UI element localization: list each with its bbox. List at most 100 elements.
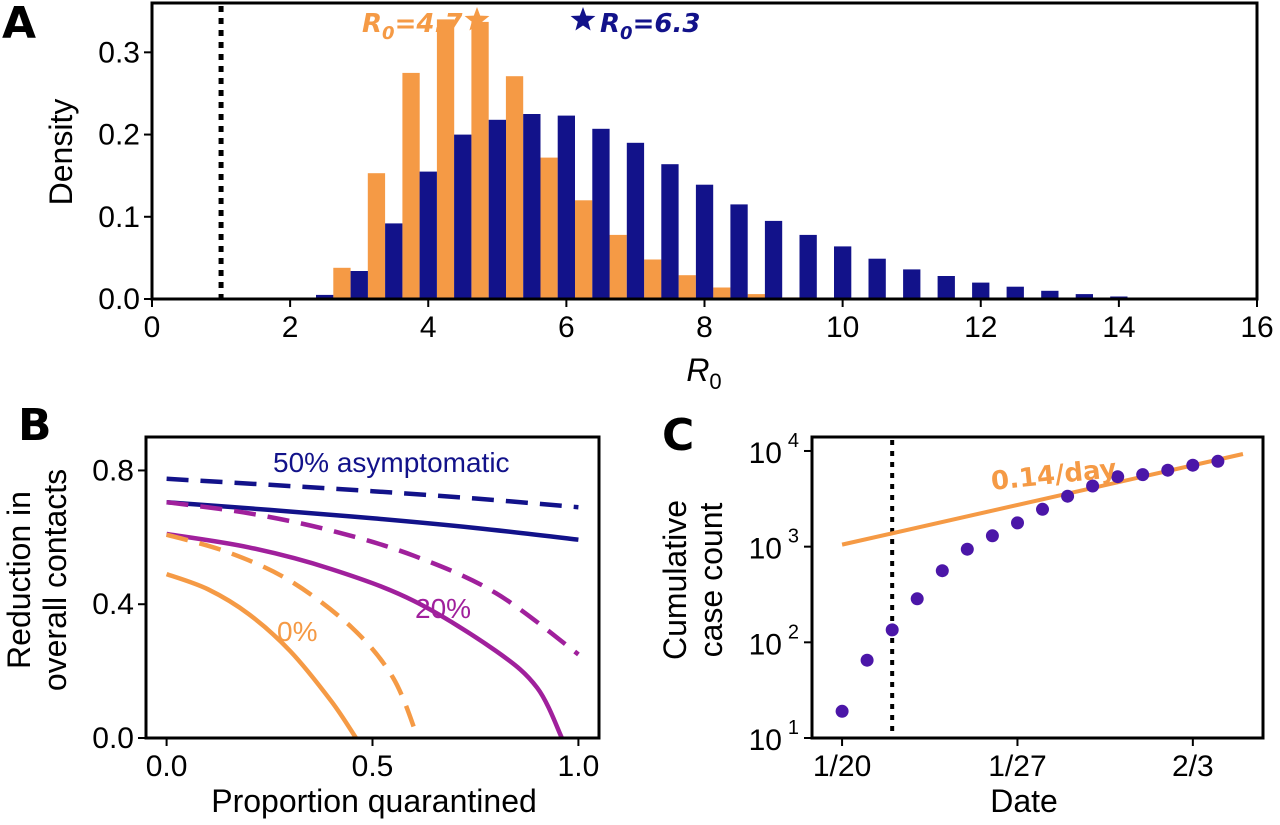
bar-navy xyxy=(903,269,920,299)
bar-navy xyxy=(938,276,955,299)
case-count-point xyxy=(861,654,874,667)
star-icon xyxy=(571,7,596,31)
bar-orange xyxy=(644,260,661,300)
x-tick-label: 10 xyxy=(826,311,859,344)
panel-a-xlabel: R0 xyxy=(686,352,721,394)
panel-c-ticks: 1/20 1/27 2/3 10 1 10 2 10 3 10 4 xyxy=(749,430,1214,783)
y-tick-label: 10 xyxy=(749,437,782,470)
x-tick-label: 14 xyxy=(1102,311,1135,344)
bar-navy xyxy=(869,259,886,299)
y-tick-label: 0.0 xyxy=(92,722,134,755)
case-count-point xyxy=(1211,455,1224,468)
x-tick-label: 0.5 xyxy=(352,750,394,783)
x-tick-label: 2 xyxy=(282,311,299,344)
panel-a: A 0 2 4 6 8 10 12 14 16 0.0 0.1 0.2 0.3 Density R0 R… xyxy=(2,0,1274,394)
case-count-point xyxy=(1036,503,1049,516)
case-count-point xyxy=(1011,516,1024,529)
bar-navy xyxy=(454,135,471,299)
figure: A 0 2 4 6 8 10 12 14 160.00.10.20.3 Density R0 R… xyxy=(0,0,1280,825)
panel-a-bars xyxy=(316,19,1128,299)
panel-b-ylabel-line2: overall contacts xyxy=(37,469,73,691)
y-tick-label: 10 xyxy=(749,533,782,566)
bar-orange xyxy=(437,19,454,299)
y-tick-exponent: 1 xyxy=(788,717,799,739)
line-purple-solid xyxy=(167,534,562,738)
x-tick-label: 2/3 xyxy=(1172,750,1214,783)
x-tick-label: 12 xyxy=(964,311,997,344)
y-tick-label: 10 xyxy=(749,628,782,661)
bar-orange xyxy=(713,288,730,300)
bar-navy xyxy=(730,204,747,299)
case-count-point xyxy=(986,529,999,542)
bar-navy xyxy=(351,271,368,299)
y-tick-exponent: 3 xyxy=(788,526,799,548)
panel-c-ylabel-line2: case count xyxy=(693,503,729,658)
x-tick-label: 0.0 xyxy=(146,750,188,783)
bar-navy xyxy=(385,223,402,299)
case-count-point xyxy=(961,543,974,556)
bar-navy xyxy=(800,235,817,299)
bar-orange xyxy=(471,22,488,299)
bar-orange xyxy=(575,200,592,299)
bar-navy xyxy=(696,185,713,299)
case-count-point xyxy=(1061,490,1074,503)
x-tick-label: 16 xyxy=(1240,311,1273,344)
bar-navy xyxy=(765,221,782,299)
case-count-point xyxy=(836,705,849,718)
bar-orange xyxy=(610,235,627,299)
case-count-point xyxy=(1161,464,1174,477)
x-tick-label: 1/27 xyxy=(988,750,1046,783)
x-tick-label: 1.0 xyxy=(558,750,600,783)
bar-orange xyxy=(333,268,350,299)
y-tick-label: 0.1 xyxy=(98,201,140,234)
case-count-point xyxy=(911,592,924,605)
panel-c: C 1/20 1/27 2/3 10 1 10 2 10 3 10 4 0.14/day Cumul… xyxy=(657,410,1263,819)
line-navy-dashed xyxy=(167,479,579,507)
line-purple-dashed xyxy=(167,502,579,654)
y-tick-exponent: 2 xyxy=(788,621,799,643)
case-count-point xyxy=(936,564,949,577)
x-tick-label: 8 xyxy=(696,311,713,344)
bar-navy xyxy=(558,116,575,299)
y-tick-label: 10 xyxy=(749,724,782,757)
x-tick-label: 4 xyxy=(420,311,437,344)
panel-a-ylabel: Density xyxy=(43,99,79,206)
label-50pct-asymptomatic: 50% asymptomatic xyxy=(273,447,510,478)
panel-b: B 0.0 0.5 1.0 0.0 0.4 0.8 50% asymptomatic 20… xyxy=(1,400,599,819)
panel-b-xlabel: Proportion quarantined xyxy=(211,783,537,819)
bar-navy xyxy=(420,172,437,299)
bar-navy xyxy=(592,129,609,299)
x-tick-label: 6 xyxy=(558,311,575,344)
bar-orange xyxy=(679,275,696,299)
panel-c-ylabel-line1: Cumulative xyxy=(657,500,693,660)
case-count-point xyxy=(1136,468,1149,481)
bar-navy xyxy=(1007,287,1024,299)
r0-estimate-orange-label: R0=4.7 xyxy=(362,9,463,44)
y-tick-label: 0.3 xyxy=(98,36,140,69)
case-count-point xyxy=(1186,459,1199,472)
y-tick-label: 0.4 xyxy=(92,588,134,621)
panel-c-letter: C xyxy=(662,410,694,461)
y-tick-label: 0.2 xyxy=(98,119,140,152)
y-tick-exponent: 4 xyxy=(788,430,799,452)
line-orange-solid xyxy=(167,574,356,738)
bar-orange xyxy=(541,158,558,299)
y-tick-label: 0.8 xyxy=(92,454,134,487)
r0-estimate-navy-label: R0=6.3 xyxy=(600,9,700,44)
panel-a-annotation-orange: R0=4.7 xyxy=(362,7,489,44)
x-tick-label: 1/20 xyxy=(813,750,871,783)
case-count-point xyxy=(886,623,899,636)
label-20pct: 20% xyxy=(415,593,471,624)
bar-navy xyxy=(523,114,540,299)
bar-orange xyxy=(506,76,523,299)
label-0pct: 0% xyxy=(277,616,317,647)
bar-navy xyxy=(489,120,506,299)
bar-navy xyxy=(661,164,678,299)
growth-rate-label: 0.14/day xyxy=(990,454,1118,497)
bar-orange xyxy=(402,73,419,299)
line-navy-solid xyxy=(167,502,579,540)
panel-a-annotation-navy: R0=6.3 xyxy=(571,7,701,44)
bar-navy xyxy=(834,246,851,299)
panel-b-ylabel-line1: Reduction in xyxy=(1,491,37,669)
bar-orange xyxy=(368,173,385,299)
